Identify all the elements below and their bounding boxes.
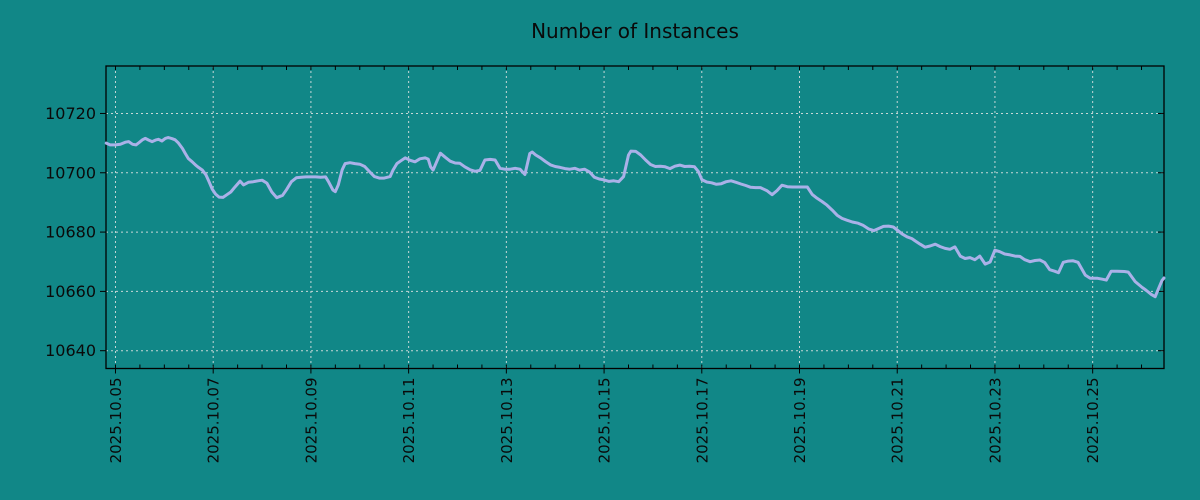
x-tick-label: 2025.10.15 — [596, 378, 614, 464]
x-tick-label: 2025.10.07 — [205, 378, 223, 464]
y-tick-label: 10680 — [45, 223, 96, 242]
x-tick-label: 2025.10.09 — [302, 378, 320, 464]
x-tick-label: 2025.10.21 — [889, 378, 907, 464]
x-tick-label: 2025.10.11 — [400, 378, 418, 464]
x-tick-label: 2025.10.23 — [986, 378, 1004, 464]
x-tick-label: 2025.10.25 — [1084, 378, 1102, 464]
x-tick-label: 2025.10.13 — [498, 378, 516, 464]
chart-title: Number of Instances — [531, 19, 739, 43]
series-instances-line — [104, 136, 1166, 299]
y-tick-label: 10700 — [45, 163, 96, 182]
y-tick-label: 10640 — [45, 341, 96, 360]
x-tick-label: 2025.10.19 — [791, 378, 809, 464]
x-tick-label: 2025.10.05 — [107, 378, 125, 464]
y-tick-label: 10660 — [45, 282, 96, 301]
y-tick-label: 10720 — [45, 104, 96, 123]
plot-border — [105, 65, 1165, 370]
x-tick-label: 2025.10.17 — [693, 378, 711, 464]
